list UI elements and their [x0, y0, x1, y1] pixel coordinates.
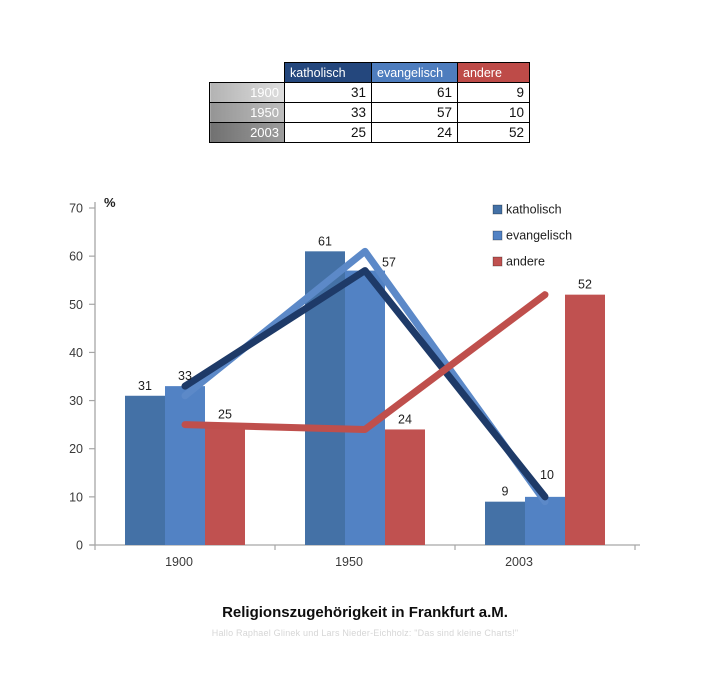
religion-table: katholisch evangelisch andere 1900 31 61 9 1950…: [209, 62, 530, 143]
y-tick-label: 0: [76, 539, 83, 553]
cell-2003-evangelisch: 24: [371, 122, 458, 143]
line-linie-1950: [181, 267, 549, 501]
legend-swatch-evangelisch: [492, 230, 503, 241]
bar-katholisch-2003: [485, 501, 525, 545]
y-axis-unit-label: %: [104, 195, 116, 210]
legend-label-katholisch: katholisch: [506, 203, 562, 217]
table-row-1950: 1950 33 57 10: [209, 102, 530, 123]
cell-1950-katholisch: 33: [284, 102, 372, 123]
table-row-2003: 2003 25 24 52: [209, 122, 530, 143]
legend-swatch-andere: [492, 256, 503, 267]
data-label-katholisch-1900: 31: [138, 379, 152, 393]
data-label-andere-1950: 24: [398, 412, 412, 426]
legend-label-andere: andere: [506, 255, 545, 269]
y-tick-label: 50: [69, 298, 83, 312]
chart-title: Religionszugehörigkeit in Frankfurt a.M.: [222, 604, 508, 621]
column-header-evangelisch: evangelisch: [371, 62, 458, 83]
cell-2003-andere: 52: [457, 122, 530, 143]
table-row-1900: 1900 31 61 9: [209, 82, 530, 103]
legend-label-evangelisch: evangelisch: [506, 229, 572, 243]
data-label-evangelisch-1950: 57: [382, 256, 396, 270]
y-tick-label: 30: [69, 394, 83, 408]
bar-evangelisch-1900: [165, 386, 205, 545]
y-tick-label: 60: [69, 250, 83, 264]
column-header-andere: andere: [457, 62, 530, 83]
data-label-andere-1900: 25: [218, 408, 232, 422]
y-tick-label: 70: [69, 202, 83, 216]
x-category-label-1900: 1900: [165, 555, 193, 569]
row-header-2003: 2003: [209, 122, 285, 143]
cell-1900-katholisch: 31: [284, 82, 372, 103]
column-header-katholisch: katholisch: [284, 62, 372, 83]
data-label-katholisch-1950: 61: [318, 234, 332, 248]
row-header-1950: 1950: [209, 102, 285, 123]
cell-1900-andere: 9: [457, 82, 530, 103]
cell-1950-andere: 10: [457, 102, 530, 123]
bar-katholisch-1900: [125, 395, 165, 545]
bar-andere-1950: [385, 429, 425, 545]
table-header-row: katholisch evangelisch andere: [210, 62, 530, 83]
data-label-andere-2003: 52: [578, 278, 592, 292]
y-tick-label: 40: [69, 346, 83, 360]
data-label-evangelisch-1900: 33: [178, 369, 192, 383]
x-category-label-1950: 1950: [335, 555, 363, 569]
legend-swatch-katholisch: [492, 204, 503, 215]
y-tick-label: 20: [69, 442, 83, 456]
x-category-label-2003: 2003: [505, 555, 533, 569]
cell-1900-evangelisch: 61: [371, 82, 458, 103]
line-linie-2003: [181, 291, 549, 433]
cell-1950-evangelisch: 57: [371, 102, 458, 123]
bar-evangelisch-1950: [345, 270, 385, 545]
bar-andere-2003: [565, 294, 605, 545]
chart-subtitle: Hallo Raphael Glinek und Lars Nieder-Eic…: [211, 628, 519, 638]
y-tick-label: 10: [69, 490, 83, 504]
data-label-katholisch-2003: 9: [502, 485, 509, 499]
data-label-evangelisch-2003: 10: [540, 468, 554, 482]
bar-andere-1900: [205, 424, 245, 545]
